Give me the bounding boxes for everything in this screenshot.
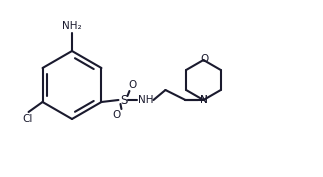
Text: O: O: [128, 80, 137, 90]
Text: S: S: [120, 93, 127, 107]
Text: N: N: [200, 95, 207, 105]
Text: N: N: [200, 95, 207, 105]
Text: O: O: [112, 110, 120, 120]
Text: NH: NH: [138, 95, 153, 105]
Text: O: O: [200, 54, 209, 64]
Text: Cl: Cl: [22, 114, 33, 124]
Text: NH₂: NH₂: [62, 21, 82, 31]
